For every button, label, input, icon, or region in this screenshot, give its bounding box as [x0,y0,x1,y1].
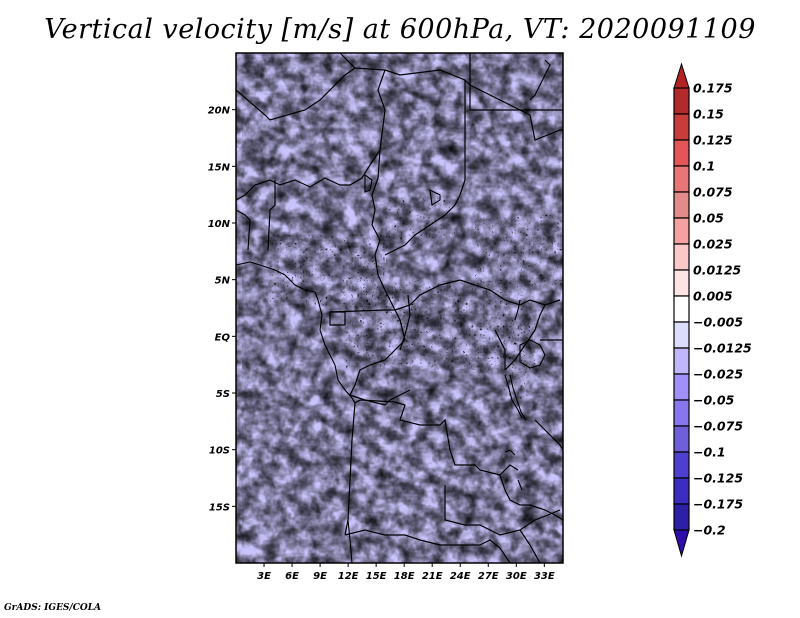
y-tick-label: 5N [215,276,231,287]
colorbar-top-arrow [673,62,690,89]
colorbar-swatch [673,503,690,531]
colorbar-swatch [673,113,690,141]
x-tick-label: 33E [534,571,555,582]
colorbar-label: −0.175 [693,497,743,512]
colorbar-swatch [673,347,690,375]
colorbar-swatch [673,451,690,479]
colorbar-label: 0.15 [693,107,724,122]
x-tick-label: 18E [394,571,415,582]
colorbar-swatch [673,425,690,453]
colorbar-label: −0.2 [693,523,726,538]
colorbar-swatch [673,269,690,297]
colorbar-label: 0.125 [693,133,733,148]
colorbar-label: 0.075 [693,185,733,200]
colorbar-label: −0.05 [693,393,735,408]
colorbar-swatch [673,191,690,219]
x-tick-label: 27E [478,571,499,582]
x-tick-label: 3E [257,571,271,582]
colorbar-swatch [673,243,690,271]
colorbar-swatch [673,139,690,167]
colorbar-swatch [673,87,690,115]
colorbar: 0.175 0.15 0.125 0.1 0.075 0.05 0.025 0.0125 0.0… [673,62,752,558]
x-tick-label: 12E [338,571,359,582]
colorbar-label: −0.005 [693,315,743,330]
colorbar-swatch [673,477,690,505]
x-tick-label: 30E [506,571,527,582]
velocity-field [236,53,563,563]
map-frame [235,52,564,564]
y-tick-label: 10S [209,446,230,457]
country-borders [236,53,563,563]
y-tick-label: 15N [208,162,231,173]
colorbar-label: 0.05 [693,211,724,226]
colorbar-label: −0.075 [693,419,743,434]
colorbar-swatch [673,321,690,349]
y-tick-label: 10N [208,219,231,230]
colorbar-swatch [673,373,690,401]
colorbar-label: 0.175 [693,81,733,96]
coastlines [236,59,551,563]
colorbar-label: −0.125 [693,471,743,486]
y-axis: 20N 15N 10N 5N EQ 5S 10S 15S [208,106,236,513]
colorbar-swatch [673,217,690,245]
colorbar-swatch [673,165,690,193]
y-tick-label: 15S [209,502,230,513]
x-tick-label: 6E [285,571,299,582]
colorbar-bottom-arrow [673,529,690,558]
x-tick-label: 21E [422,571,443,582]
colorbar-label: −0.1 [693,445,726,460]
colorbar-swatch [673,295,690,323]
chart-title: Vertical velocity [m/s] at 600hPa, VT: 2… [44,14,756,45]
colorbar-label: 0.0125 [693,263,742,278]
x-axis: 3E 6E 9E 12E 15E 18E 21E 24E 27E 30E 33E [257,563,555,582]
colorbar-label: −0.025 [693,367,743,382]
y-tick-label: EQ [215,332,231,343]
x-tick-label: 15E [366,571,387,582]
colorbar-swatch [673,399,690,427]
colorbar-label: 0.005 [693,289,733,304]
colorbar-label: 0.1 [693,159,715,174]
colorbar-label: −0.0125 [693,341,752,356]
colorbar-label: 0.025 [693,237,733,252]
x-tick-label: 24E [450,571,471,582]
y-tick-label: 20N [208,106,231,117]
y-tick-label: 5S [216,389,230,400]
grads-credit: GrADS: IGES/COLA [4,603,102,613]
x-tick-label: 9E [313,571,327,582]
